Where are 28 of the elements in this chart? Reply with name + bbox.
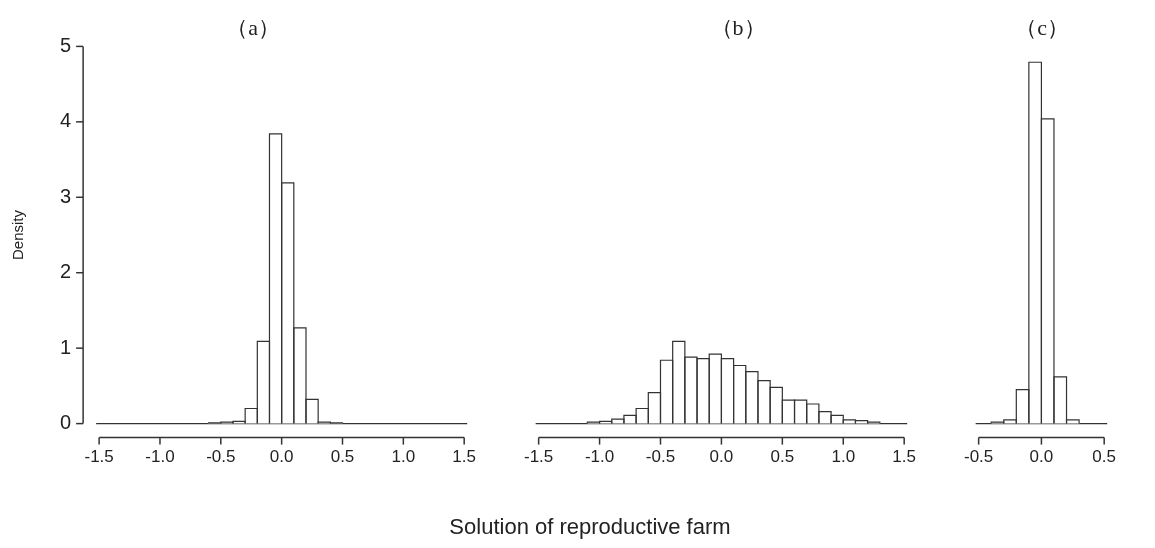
y-tick-label: 5	[60, 33, 72, 56]
y-tick-label: 0	[60, 411, 72, 434]
x-tick-label: -0.5	[645, 447, 676, 467]
y-tick-label: 1	[60, 335, 72, 358]
x-tick-label: 1.5	[452, 447, 476, 467]
x-tick-label: 1.5	[892, 447, 916, 467]
y-tick-label: 4	[60, 109, 72, 132]
y-axis-title: Density	[9, 209, 27, 261]
chart-title: （b）	[710, 14, 766, 40]
x-tick-label: -0.5	[964, 447, 994, 467]
y-tick-label: 3	[60, 184, 72, 207]
x-tick-label: 0.0	[709, 447, 734, 467]
x-tick-label: -1.5	[84, 447, 114, 467]
x-tick-label: 0.5	[330, 447, 355, 467]
x-tick-label: 0.5	[1092, 447, 1116, 467]
chart-title: （a）	[226, 14, 280, 40]
x-tick-label: 1.0	[391, 447, 416, 467]
x-tick-label: -0.5	[206, 447, 236, 467]
x-axis-title: Solution of reproductive farm	[448, 514, 732, 540]
y-tick-label: 2	[60, 260, 72, 283]
x-tick-label: -1.0	[145, 447, 175, 467]
x-tick-label: 0.0	[269, 447, 294, 467]
x-tick-label: 1.0	[831, 447, 856, 467]
x-tick-label: 0.5	[770, 447, 795, 467]
x-tick-label: -1.0	[584, 447, 615, 467]
chart-title: （c）	[1015, 14, 1069, 40]
x-tick-label: -1.5	[524, 447, 554, 467]
x-tick-label: 0.0	[1029, 447, 1054, 467]
